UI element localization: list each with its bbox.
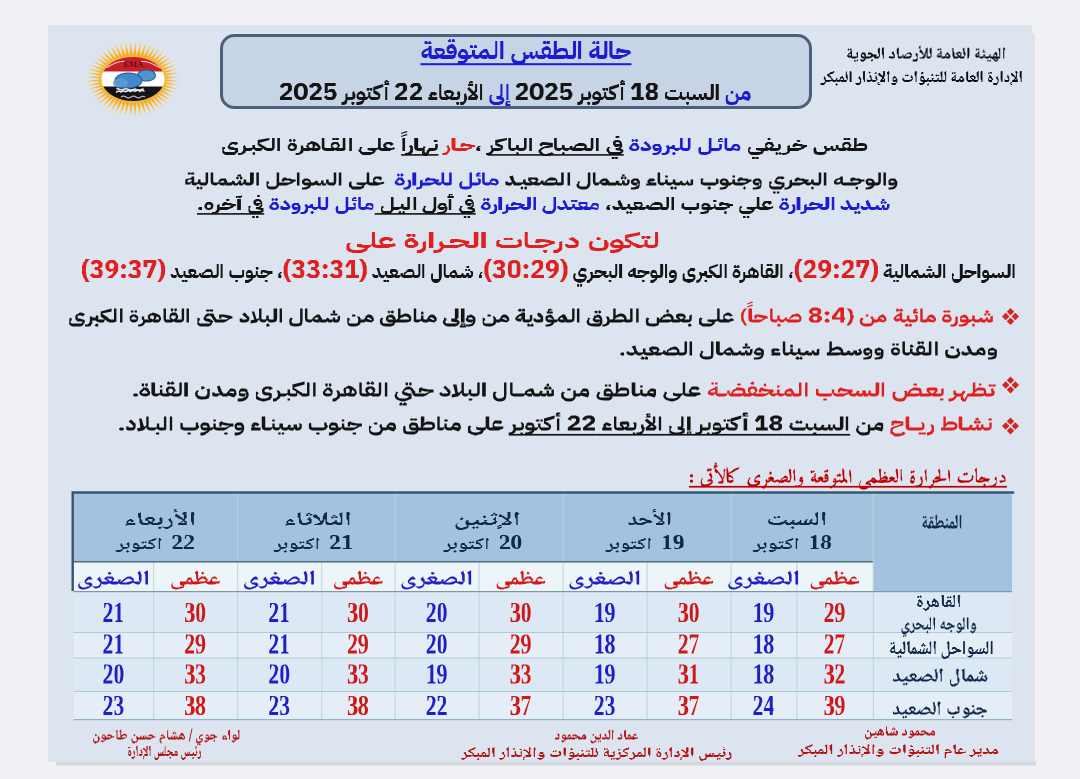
svg-text:EMA: EMA xyxy=(124,59,145,69)
